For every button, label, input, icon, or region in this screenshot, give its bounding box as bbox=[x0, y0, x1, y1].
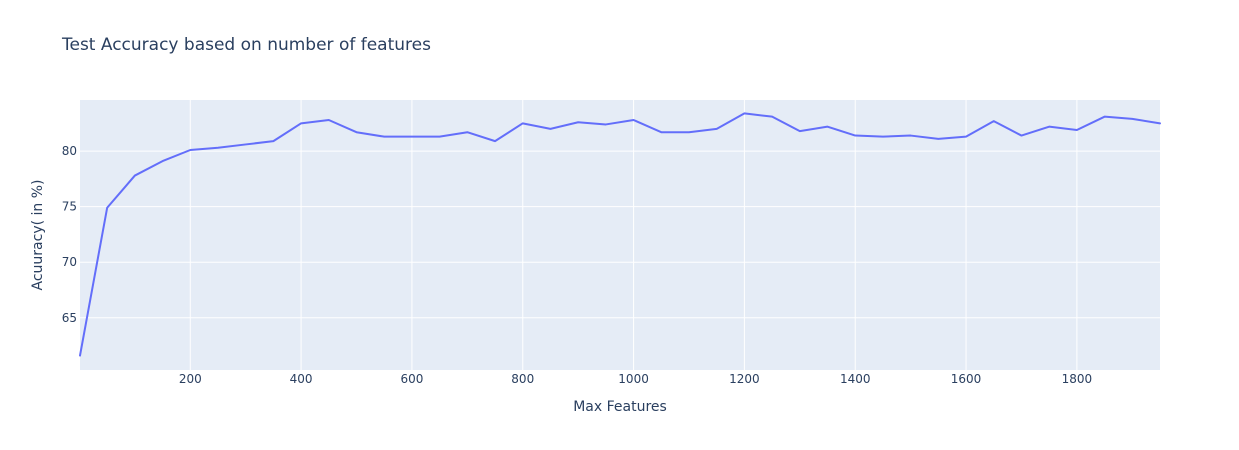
x-tick-label: 1600 bbox=[951, 372, 982, 386]
y-tick-label: 80 bbox=[62, 144, 77, 158]
plot-area bbox=[80, 100, 1160, 370]
chart-title: Test Accuracy based on number of feature… bbox=[61, 35, 431, 55]
series-layer bbox=[79, 112, 1161, 357]
x-tick-label: 1200 bbox=[729, 372, 760, 386]
tick-labels: 200 400 600 800 1000 1200 1400 1600 1800 65 70 75 80 bbox=[62, 144, 1092, 386]
x-tick-label: 200 bbox=[179, 372, 202, 386]
x-tick-label: 1400 bbox=[840, 372, 871, 386]
y-tick-label: 75 bbox=[62, 200, 77, 214]
y-tick-label: 65 bbox=[62, 311, 77, 325]
x-tick-label: 800 bbox=[511, 372, 534, 386]
x-axis-title: Max Features bbox=[573, 399, 667, 415]
y-axis-title: Acuuracy( in %) bbox=[30, 180, 46, 291]
x-tick-label: 1800 bbox=[1062, 372, 1093, 386]
x-tick-label: 1000 bbox=[618, 372, 649, 386]
x-tick-label: 400 bbox=[290, 372, 313, 386]
grid-lines bbox=[80, 100, 1160, 370]
y-tick-label: 70 bbox=[62, 255, 77, 269]
x-tick-label: 600 bbox=[400, 372, 423, 386]
series-line bbox=[79, 112, 1161, 357]
